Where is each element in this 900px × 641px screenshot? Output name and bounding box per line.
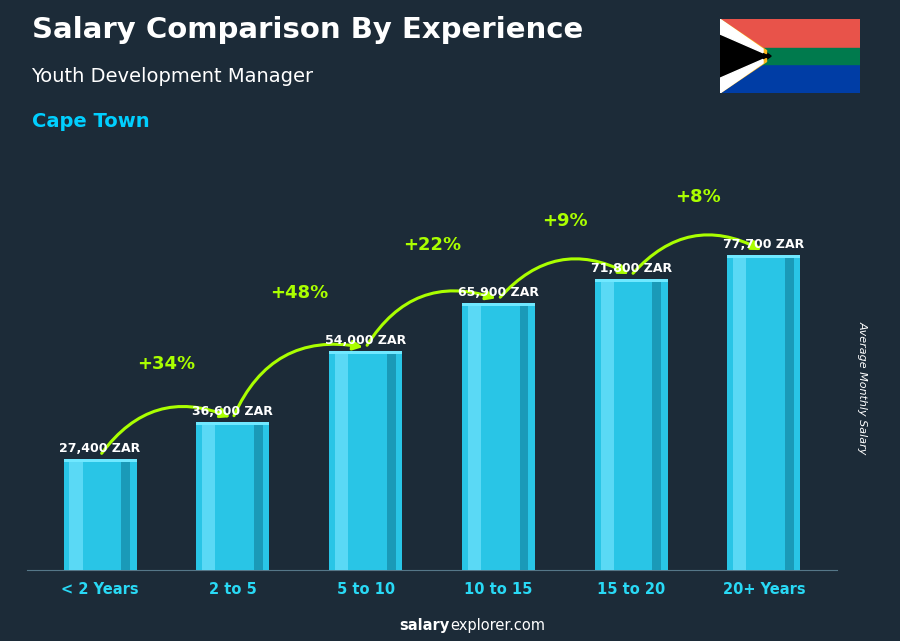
Bar [785, 255, 794, 570]
Text: salary: salary [400, 619, 450, 633]
Text: Cape Town: Cape Town [32, 112, 149, 131]
Bar [720, 48, 859, 64]
Bar [202, 422, 215, 570]
Bar [69, 459, 83, 570]
Bar [720, 19, 859, 56]
Bar [387, 351, 396, 570]
Polygon shape [720, 58, 767, 93]
Bar [254, 422, 263, 570]
Polygon shape [720, 19, 771, 93]
Text: 54,000 ZAR: 54,000 ZAR [325, 334, 406, 347]
Bar [468, 303, 481, 570]
Text: +9%: +9% [542, 212, 588, 229]
Text: 36,600 ZAR: 36,600 ZAR [193, 404, 274, 417]
Bar [720, 56, 859, 93]
Bar [122, 459, 130, 570]
Bar [64, 459, 137, 462]
Bar [595, 279, 668, 282]
Text: +48%: +48% [270, 284, 328, 302]
Bar [462, 303, 535, 570]
Polygon shape [720, 19, 763, 53]
Text: explorer.com: explorer.com [450, 619, 545, 633]
Bar [727, 255, 800, 258]
Bar [329, 351, 402, 354]
Text: +34%: +34% [138, 354, 195, 372]
Text: 77,700 ZAR: 77,700 ZAR [724, 238, 805, 251]
Text: +22%: +22% [403, 236, 461, 254]
Bar [734, 255, 746, 570]
Polygon shape [720, 19, 767, 54]
Text: 27,400 ZAR: 27,400 ZAR [59, 442, 140, 455]
Bar [196, 422, 269, 425]
Bar [519, 303, 528, 570]
Bar [727, 255, 800, 570]
Text: 65,900 ZAR: 65,900 ZAR [458, 286, 539, 299]
Text: 71,800 ZAR: 71,800 ZAR [590, 262, 671, 274]
Text: +8%: +8% [675, 188, 720, 206]
Bar [462, 303, 535, 306]
Bar [595, 279, 668, 570]
Text: Salary Comparison By Experience: Salary Comparison By Experience [32, 16, 583, 44]
Text: Youth Development Manager: Youth Development Manager [32, 67, 313, 87]
Polygon shape [720, 60, 763, 93]
Bar [600, 279, 614, 570]
Bar [652, 279, 662, 570]
Bar [196, 422, 269, 570]
Bar [64, 459, 137, 570]
Text: Average Monthly Salary: Average Monthly Salary [857, 321, 868, 454]
Bar [329, 351, 402, 570]
Bar [335, 351, 348, 570]
